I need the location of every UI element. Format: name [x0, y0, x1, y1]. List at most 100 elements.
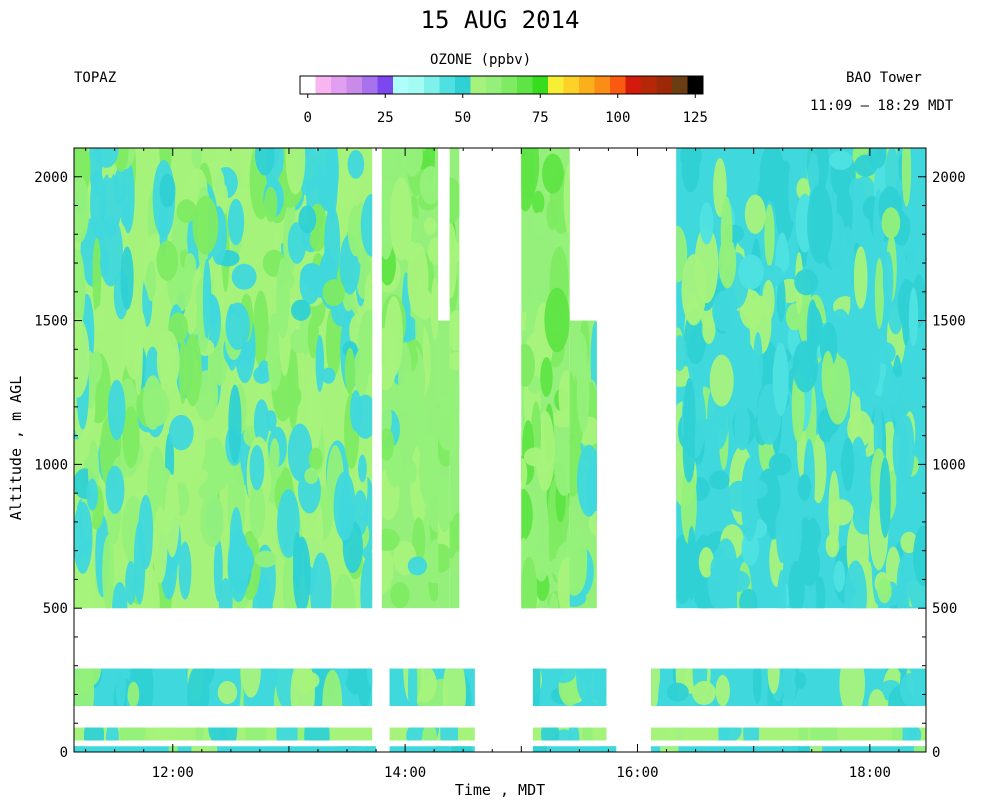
- ozone-patch: [287, 346, 299, 430]
- ozone-patch: [551, 668, 576, 683]
- ozone-patch: [146, 260, 157, 302]
- ozone-patch: [381, 542, 394, 594]
- ozone-patch: [908, 287, 919, 347]
- ozone-patch: [438, 395, 450, 451]
- profile-segment: [569, 320, 597, 607]
- ozone-patch: [899, 672, 921, 706]
- ozone-patch: [438, 543, 450, 573]
- ozone-patch: [901, 148, 912, 207]
- ozone-patch: [125, 560, 137, 605]
- ozone-patch: [521, 148, 535, 212]
- ozone-patch: [753, 332, 763, 399]
- ozone-patch: [93, 148, 119, 168]
- colorbar-swatch: [548, 76, 564, 94]
- ozone-patch: [253, 399, 270, 446]
- ozone-patch: [427, 237, 439, 265]
- ozone-patch: [742, 479, 768, 500]
- ozone-patch: [421, 727, 438, 741]
- ozone-patch: [848, 178, 865, 204]
- ozone-patch: [333, 471, 356, 541]
- ozone-patch: [324, 148, 338, 220]
- instrument-label: TOPAZ: [74, 70, 117, 86]
- ozone-patch: [86, 478, 98, 511]
- ozone-patch: [402, 316, 418, 343]
- y-tick-label-right: 500: [932, 601, 957, 617]
- ozone-patch: [449, 310, 460, 352]
- colorbar-title: OZONE (ppbv): [430, 52, 532, 68]
- colorbar-swatch: [656, 76, 673, 94]
- ozone-patch: [666, 682, 689, 702]
- colorbar-swatch: [517, 76, 533, 94]
- ozone-patch: [381, 327, 398, 391]
- ozone-patch: [310, 552, 332, 609]
- ozone-patch: [398, 342, 413, 416]
- ozone-patch: [227, 198, 245, 246]
- ozone-patch: [144, 387, 170, 427]
- ozone-patch: [438, 474, 450, 533]
- ozone-patch: [195, 727, 204, 741]
- ozone-patch: [739, 588, 758, 609]
- ozone-patch: [291, 299, 311, 321]
- ozone-patch: [267, 312, 283, 392]
- ozone-patch: [709, 354, 734, 407]
- ozone-patch: [792, 340, 819, 393]
- ozone-patch: [276, 257, 290, 339]
- ozone-patch: [554, 438, 570, 496]
- ozone-patch: [269, 438, 280, 472]
- ozone-patch: [206, 471, 227, 492]
- colorbar-swatch: [501, 76, 518, 94]
- ozone-patch: [440, 727, 459, 741]
- ozone-patch: [298, 205, 317, 234]
- ozone-patch: [344, 347, 356, 395]
- ozone-patch: [389, 177, 413, 261]
- tower-level-base: [651, 727, 926, 741]
- ozone-patch: [734, 403, 751, 451]
- ozone-patch: [389, 668, 396, 706]
- chart-title: 15 AUG 2014: [420, 6, 580, 34]
- ozone-patch: [794, 671, 807, 689]
- ozone-patch: [542, 153, 564, 194]
- ozone-patch: [521, 488, 533, 542]
- ozone-patch: [575, 668, 593, 701]
- colorbar-swatch: [331, 76, 347, 94]
- ozone-patch: [390, 581, 410, 609]
- y-tick-label-right: 1000: [932, 457, 966, 473]
- ozone-patch: [532, 211, 548, 237]
- ozone-patch: [202, 259, 212, 339]
- ozone-patch: [554, 729, 574, 741]
- ozone-patch: [759, 148, 785, 202]
- ozone-patch: [254, 550, 277, 568]
- ozone-patch: [829, 150, 853, 171]
- ozone-patch: [698, 547, 714, 578]
- colorbar-tick-label: 100: [605, 110, 630, 126]
- ozone-patch: [154, 727, 176, 741]
- ozone-patch: [828, 470, 840, 552]
- ozone-patch: [710, 558, 720, 581]
- colorbar-swatch: [486, 76, 502, 94]
- y-tick-label-left: 1000: [34, 457, 68, 473]
- colorbar-swatch: [672, 76, 688, 94]
- ozone-patch: [772, 342, 789, 416]
- ozone-patch: [681, 254, 707, 326]
- ozone-patch: [425, 460, 439, 533]
- tower-level: [74, 746, 375, 752]
- y-tick-label-left: 500: [43, 601, 68, 617]
- ozone-patch: [576, 444, 597, 517]
- ozone-patch: [912, 148, 926, 202]
- ozone-patch: [381, 528, 400, 552]
- ozone-patch: [360, 552, 373, 609]
- ozone-patch: [540, 357, 553, 397]
- y-tick-label-right: 0: [932, 745, 940, 761]
- ozone-patch: [292, 531, 302, 588]
- ozone-patch: [92, 237, 102, 314]
- colorbar-tick-label: 125: [683, 110, 708, 126]
- ozone-patch: [367, 668, 373, 687]
- ozone-patch: [714, 538, 738, 593]
- ozone-patch: [874, 258, 884, 329]
- ozone-patch: [401, 148, 423, 177]
- ozone-patch: [183, 333, 202, 407]
- ozone-patch: [156, 240, 179, 281]
- ozone-patch: [74, 317, 90, 398]
- plot-frame: [73, 147, 927, 753]
- axes: 0 0 500 500 1000 1000 1500 1500 2000 2000 12:00 14:…: [34, 148, 966, 781]
